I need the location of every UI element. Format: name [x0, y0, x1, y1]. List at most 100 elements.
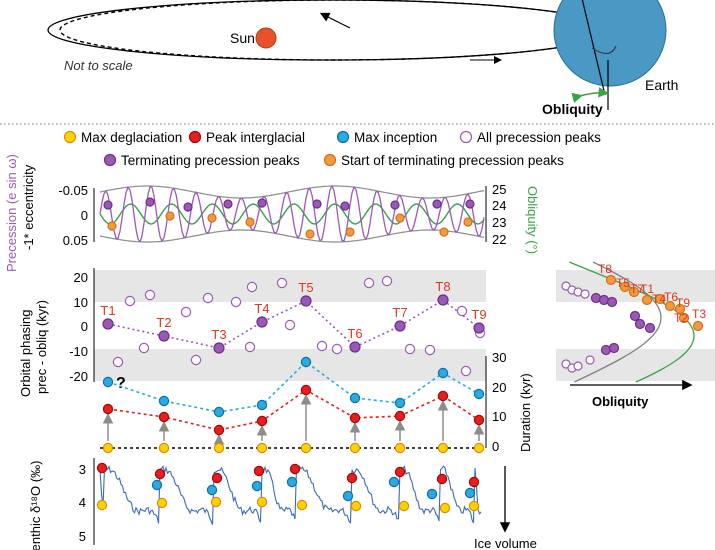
panel-a-left-tick: 0.05 [63, 233, 88, 248]
peak-interglacial-marker [437, 390, 449, 402]
max-deglaciation-marker [350, 500, 362, 512]
panel-d-series [96, 462, 482, 525]
start-peak-marker [107, 221, 117, 231]
start-peak-marker [439, 227, 449, 237]
earth-icon [553, 0, 667, 87]
inset-terminating-marker [634, 318, 646, 330]
panel-c-points [100, 356, 485, 454]
max-inception-marker [349, 392, 361, 404]
max-deglaciation-marker [394, 442, 406, 454]
terminating-peak-marker [257, 198, 267, 208]
panel-b-left-tick: 0 [81, 319, 88, 334]
grey-band-upper [94, 270, 486, 302]
legend-marker [459, 130, 473, 144]
panel-c-right-tick: 10 [492, 409, 506, 424]
phasing-axis-label: Orbital phasing [18, 310, 33, 397]
inset-start-marker [605, 274, 617, 286]
max-deglaciation-marker [439, 502, 451, 514]
orbit-ellipse-solid [47, 0, 613, 61]
max-deglaciation-marker [398, 500, 410, 512]
max-deglaciation-marker [300, 442, 312, 454]
legend-marker [323, 153, 337, 167]
max-inception-marker [342, 490, 354, 502]
inset-start-marker [664, 300, 676, 312]
max-inception-marker [426, 488, 438, 500]
peak-interglacial-marker [349, 412, 361, 424]
max-inception-marker [251, 480, 263, 492]
max-deglaciation-marker [156, 497, 168, 509]
max-deglaciation-marker [256, 496, 268, 508]
phasing-axis-label-2: prec - obliq (kyr) [34, 300, 49, 394]
termination-label: T9 [471, 307, 486, 322]
inset-terminating-marker [606, 296, 618, 308]
inset-start-marker [692, 320, 704, 332]
panel-d-left-tick: 3 [79, 462, 86, 477]
precession-peak-marker [381, 275, 393, 287]
obliquity-axis-label: Obliquity (°) [525, 186, 540, 254]
inset-terminating-marker [608, 342, 620, 354]
inset-terminating-marker [644, 322, 656, 334]
peak-interglacial-marker [154, 468, 166, 480]
legend: Max deglaciation Peak interglacial Max inc… [63, 130, 601, 168]
inset-start-marker [619, 281, 631, 293]
legend-marker [188, 130, 202, 144]
peak-interglacial-marker [256, 415, 268, 427]
peak-interglacial-marker [394, 410, 406, 422]
terminating-peak-marker [394, 320, 406, 332]
max-inception-marker [151, 479, 163, 491]
precession-peak-marker [138, 342, 150, 354]
terminating-peak-marker [183, 202, 193, 212]
start-peak-marker [345, 227, 355, 237]
precession-peak-marker [456, 305, 468, 317]
terminating-peak-marker [158, 330, 170, 342]
precession-peak-marker [404, 343, 416, 355]
inset-termination-label: T3 [692, 307, 706, 321]
panel-d: Benthic δ¹⁸O (‰) 3 4 5 Ice volume [28, 458, 537, 550]
terminating-peak-marker [432, 199, 442, 209]
panel-a-right-tick: 23 [492, 215, 506, 230]
peak-interglacial-marker [253, 465, 265, 477]
inset-start-marker [678, 312, 690, 324]
max-inception-marker [286, 476, 298, 488]
termination-label: T3 [211, 327, 226, 342]
panel-c-right-tick: 20 [492, 380, 506, 395]
legend-label: All precession peaks [477, 130, 601, 145]
legend-label: Start of terminating precession peaks [341, 153, 564, 168]
peak-interglacial-marker [436, 473, 448, 485]
precession-peak-marker [244, 341, 256, 353]
max-inception-marker [206, 484, 218, 496]
start-peak-marker [463, 217, 473, 227]
peak-interglacial-marker [468, 476, 480, 488]
max-inception-marker [213, 406, 225, 418]
panel-d-left-tick: 5 [79, 529, 86, 544]
peak-interglacial-marker [289, 463, 301, 475]
max-inception-marker [158, 395, 170, 407]
max-deglaciation-marker [349, 442, 361, 454]
earth-spin-arrow [591, 45, 617, 54]
terminating-peak-marker [437, 294, 449, 306]
panel-a-left-tick: -0.05 [58, 183, 88, 198]
legend-marker [336, 130, 350, 144]
max-inception-marker [300, 356, 312, 368]
legend-marker [63, 130, 77, 144]
termination-label: T6 [347, 326, 362, 341]
inset-start-marker [654, 293, 666, 305]
terminating-peak-marker [256, 316, 268, 328]
start-peak-marker [305, 229, 315, 239]
question-mark: ? [116, 375, 126, 392]
inset-grey-band-lower [556, 349, 715, 381]
precession-axis-label: Precession (e sin ω) [4, 154, 19, 272]
max-deglaciation-marker [473, 442, 485, 454]
max-inception-marker [464, 487, 476, 499]
panel-b-left-tick: 10 [74, 295, 88, 310]
sun-icon [255, 27, 277, 49]
max-deglaciation-marker [468, 500, 480, 512]
precession-peak-marker [331, 343, 343, 355]
legend-label: Peak interglacial [206, 130, 305, 145]
precession-peak-marker [316, 340, 328, 352]
duration-axis-label: Duration (kyr) [518, 373, 533, 452]
eccentricity-envelope [99, 229, 485, 243]
panel-b: Orbital phasing prec - obliq (kyr) 20 10… [18, 268, 487, 397]
precession-peak-marker [112, 356, 124, 368]
